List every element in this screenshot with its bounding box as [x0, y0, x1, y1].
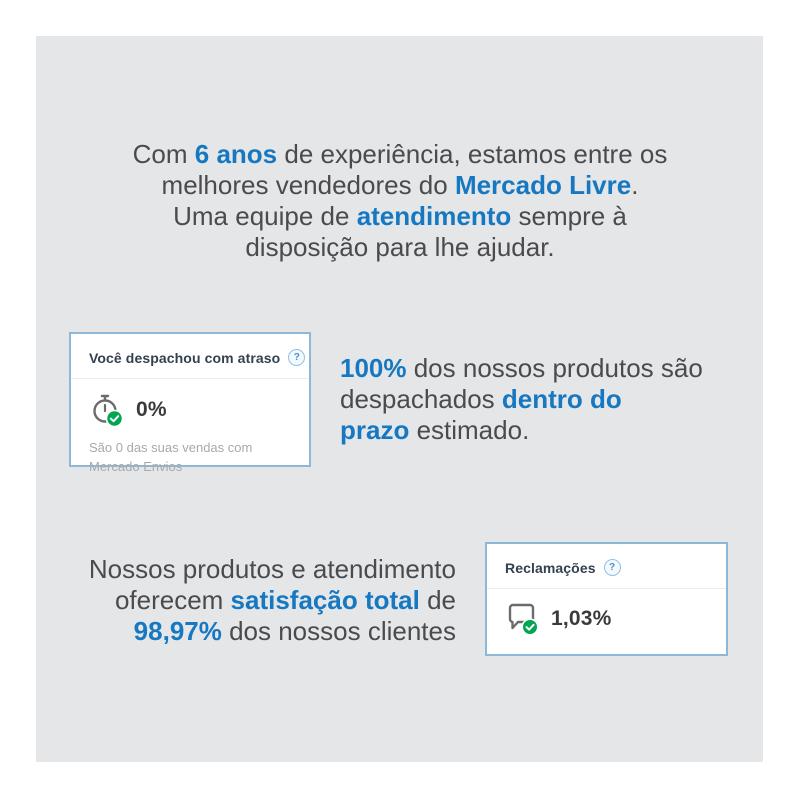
claims-card-title: Reclamações	[505, 559, 596, 576]
shipping-card-caption: São 0 das suas vendas com Mercado Envios	[89, 440, 253, 474]
claims-card-body: 1,03%	[487, 589, 726, 636]
help-icon[interactable]: ?	[288, 349, 306, 366]
shipping-statement: 100% dos nossos produtos são despachados …	[340, 353, 703, 445]
claims-card-header: Reclamações ?	[487, 544, 726, 588]
stopwatch-check-icon	[93, 394, 124, 428]
claims-metric-card: Reclamações ? 1,03%	[485, 542, 728, 656]
shipping-metric-card: Você despachou com atraso ? 0% São 0 das…	[69, 332, 311, 474]
shipping-card-title: Você despachou com atraso	[89, 349, 281, 366]
shipping-card-header: Você despachou com atraso ?	[71, 334, 309, 378]
shipping-card-body: 0% São 0 das suas vendas com Mercado Env…	[71, 379, 309, 476]
claims-value: 1,03%	[551, 607, 612, 630]
chat-bubble-check-icon	[508, 603, 539, 636]
headline: Com 6 anos de experiência, estamos entre…	[132, 139, 668, 262]
card-divider	[71, 378, 309, 379]
help-icon[interactable]: ?	[603, 559, 621, 576]
card-divider	[487, 588, 726, 589]
satisfaction-statement: Nossos produtos e atendimento oferecem sa…	[88, 554, 456, 646]
shipping-late-value: 0%	[136, 398, 167, 421]
